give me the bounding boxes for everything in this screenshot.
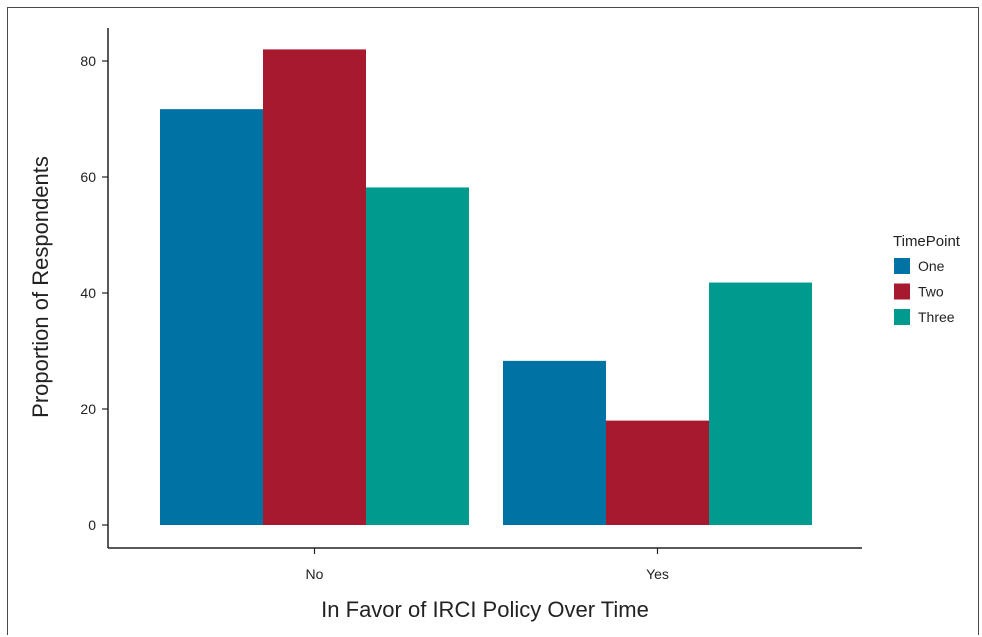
legend-label-two: Two [918,284,944,300]
y-tick-label: 40 [80,285,96,301]
x-axis-title: In Favor of IRCI Policy Over Time [321,597,649,622]
x-tick-label: No [306,566,324,582]
bars-group [160,49,812,526]
x-axis: No Yes [108,547,862,582]
legend-swatch-two [894,283,910,300]
bar-no-one [160,109,263,525]
y-tick-label: 80 [80,53,96,69]
bar-yes-one [503,360,606,525]
y-axis-title: Proportion of Respondents [28,156,53,418]
legend-label-one: One [918,258,945,274]
y-tick-label: 20 [80,401,96,417]
legend: TimePoint One Two Three [893,233,961,325]
legend-title: TimePoint [893,233,961,250]
bar-yes-three [709,282,812,525]
bar-yes-two [606,420,709,525]
figure-frame [7,7,979,635]
y-tick-label: 60 [80,169,96,185]
legend-swatch-one [894,258,910,274]
bar-no-two [263,49,366,526]
y-tick-label: 0 [88,517,96,533]
bar-no-three [366,187,469,525]
legend-swatch-three [894,309,910,325]
y-axis: 0 20 40 60 80 [80,28,109,548]
legend-label-three: Three [918,309,955,325]
x-tick-label: Yes [646,566,669,582]
